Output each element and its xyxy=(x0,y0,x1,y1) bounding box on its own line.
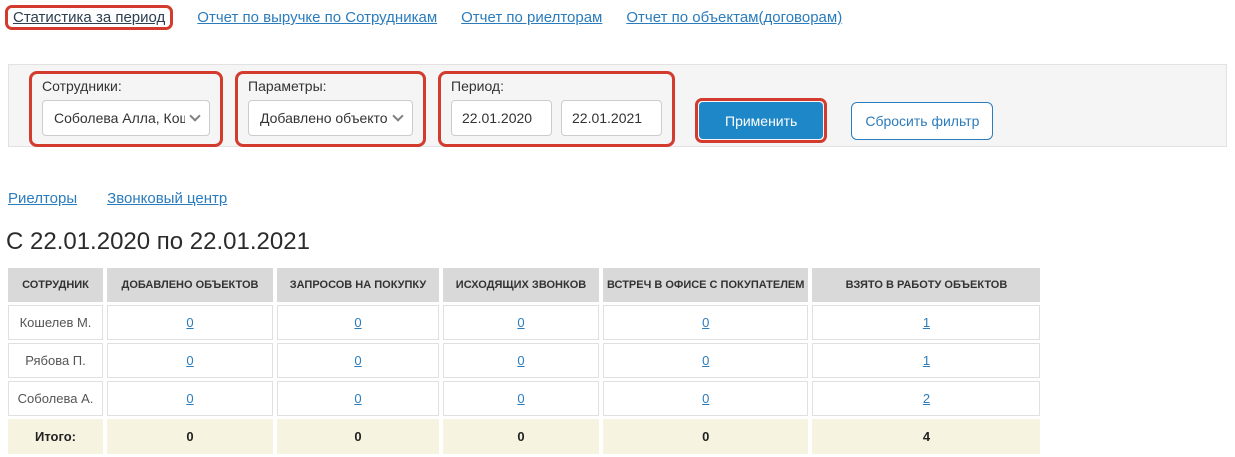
chevron-down-icon xyxy=(189,110,201,122)
parameters-filter-highlight: Параметры: Добавлено объекто xyxy=(235,71,426,147)
nav-link-realtors-report[interactable]: Отчет по риелторам xyxy=(461,9,603,26)
employee-name: Соболева А. xyxy=(8,381,103,416)
metric-link[interactable]: 0 xyxy=(354,315,362,330)
metric-link[interactable]: 0 xyxy=(354,353,362,368)
totals-value: 0 xyxy=(443,419,599,454)
table-row: Соболева А. 0 0 0 0 2 xyxy=(8,381,1041,416)
employees-select-value: Соболева Алла, Кош xyxy=(54,110,185,126)
employee-name: Рябова П. xyxy=(8,343,103,378)
metric-cell: 0 xyxy=(443,343,599,378)
table-body: Кошелев М. 0 0 0 0 1 Рябова П. 0 0 0 0 1 Соболева А.… xyxy=(8,305,1041,416)
col-objects-in-work: ВЗЯТО В РАБОТУ ОБЪЕКТОВ xyxy=(812,268,1041,302)
reset-filter-button[interactable]: Сбросить фильтр xyxy=(851,102,994,140)
metric-cell: 0 xyxy=(277,381,439,416)
metric-cell: 0 xyxy=(107,305,273,340)
chevron-down-icon xyxy=(392,110,404,122)
period-label: Период: xyxy=(451,78,504,94)
totals-label: Итого: xyxy=(8,419,103,454)
metric-link[interactable]: 0 xyxy=(517,315,525,330)
metric-cell: 0 xyxy=(443,381,599,416)
statistics-table: СОТРУДНИК ДОБАВЛЕНО ОБЪЕКТОВ ЗАПРОСОВ НА… xyxy=(4,265,1044,457)
totals-value: 0 xyxy=(277,419,439,454)
parameters-select[interactable]: Добавлено объекто xyxy=(248,100,413,136)
totals-value: 4 xyxy=(812,419,1041,454)
metric-cell: 0 xyxy=(277,343,439,378)
table-header-row: СОТРУДНИК ДОБАВЛЕНО ОБЪЕКТОВ ЗАПРОСОВ НА… xyxy=(8,268,1041,302)
period-filter-highlight: Период: xyxy=(438,71,675,147)
period-from-input[interactable] xyxy=(451,100,552,136)
tab-realtors[interactable]: Риелторы xyxy=(8,190,78,207)
metric-link[interactable]: 1 xyxy=(922,315,931,330)
employees-select[interactable]: Соболева Алла, Кош xyxy=(42,100,210,136)
metric-cell: 1 xyxy=(812,305,1041,340)
col-employee: СОТРУДНИК xyxy=(8,268,103,302)
metric-link[interactable]: 1 xyxy=(922,353,931,368)
employees-label: Сотрудники: xyxy=(42,78,122,94)
active-tab-highlight: Статистика за период xyxy=(5,5,174,30)
metric-link[interactable]: 0 xyxy=(517,353,525,368)
nav-link-objects-contracts-report[interactable]: Отчет по объектам(договорам) xyxy=(626,9,843,26)
metric-link[interactable]: 0 xyxy=(702,391,710,406)
apply-button-highlight: Применить xyxy=(695,98,828,143)
totals-row: Итого: 0 0 0 0 4 xyxy=(8,419,1041,454)
metric-cell: 0 xyxy=(107,343,273,378)
totals-value: 0 xyxy=(107,419,273,454)
metric-link[interactable]: 0 xyxy=(702,315,710,330)
parameters-select-value: Добавлено объекто xyxy=(260,110,388,126)
metric-cell: 0 xyxy=(603,305,809,340)
metric-cell: 2 xyxy=(812,381,1041,416)
report-nav: Статистика за период Отчет по выручке по… xyxy=(0,0,1235,30)
nav-link-revenue-by-employees[interactable]: Отчет по выручке по Сотрудникам xyxy=(197,9,438,26)
col-outgoing-calls: ИСХОДЯЩИХ ЗВОНКОВ xyxy=(443,268,599,302)
metric-link[interactable]: 0 xyxy=(702,353,710,368)
col-office-meetings: ВСТРЕЧ В ОФИСЕ С ПОКУПАТЕЛЕМ xyxy=(603,268,809,302)
metric-link[interactable]: 0 xyxy=(354,391,362,406)
metric-link[interactable]: 0 xyxy=(517,391,525,406)
metric-cell: 1 xyxy=(812,343,1041,378)
apply-button[interactable]: Применить xyxy=(699,102,824,139)
metric-cell: 0 xyxy=(277,305,439,340)
metric-link[interactable]: 2 xyxy=(922,391,931,406)
parameters-label: Параметры: xyxy=(248,78,327,94)
employee-name: Кошелев М. xyxy=(8,305,103,340)
report-subtabs: Риелторы Звонковый центр xyxy=(8,190,1235,207)
page-title: С 22.01.2020 по 22.01.2021 xyxy=(6,228,310,255)
col-purchase-requests: ЗАПРОСОВ НА ПОКУПКУ xyxy=(277,268,439,302)
metric-cell: 0 xyxy=(603,381,809,416)
totals-value: 0 xyxy=(603,419,809,454)
metric-link[interactable]: 0 xyxy=(186,391,194,406)
employees-filter-highlight: Сотрудники: Соболева Алла, Кош xyxy=(29,71,223,147)
nav-link-statistics-period[interactable]: Статистика за период xyxy=(13,9,166,26)
metric-link[interactable]: 0 xyxy=(186,353,194,368)
col-objects-added: ДОБАВЛЕНО ОБЪЕКТОВ xyxy=(107,268,273,302)
metric-cell: 0 xyxy=(443,305,599,340)
table-row: Рябова П. 0 0 0 0 1 xyxy=(8,343,1041,378)
metric-cell: 0 xyxy=(107,381,273,416)
metric-cell: 0 xyxy=(603,343,809,378)
tab-call-center[interactable]: Звонковый центр xyxy=(107,190,228,207)
filter-bar: Сотрудники: Соболева Алла, Кош Параметры… xyxy=(8,64,1227,147)
metric-link[interactable]: 0 xyxy=(186,315,194,330)
period-to-input[interactable] xyxy=(561,100,662,136)
table-row: Кошелев М. 0 0 0 0 1 xyxy=(8,305,1041,340)
